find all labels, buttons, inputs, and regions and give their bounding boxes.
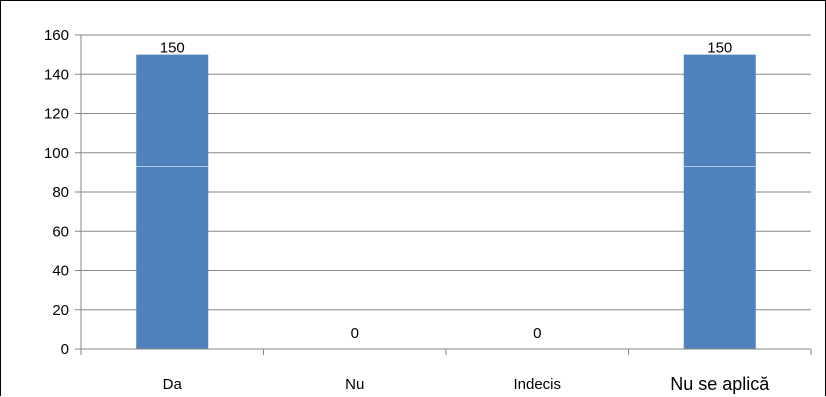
data-label: 0 bbox=[533, 325, 541, 342]
bars bbox=[136, 54, 756, 349]
x-category-label: Indecis bbox=[513, 376, 561, 393]
y-tick-label: 100 bbox=[44, 145, 69, 162]
y-tick-label: 20 bbox=[52, 302, 69, 319]
y-tick-label: 140 bbox=[44, 66, 69, 83]
y-tick-label: 60 bbox=[52, 223, 69, 240]
data-label: 0 bbox=[351, 325, 359, 342]
x-category-label: Da bbox=[163, 376, 183, 393]
bar-nu-se-aplică bbox=[683, 54, 756, 349]
y-tick-label: 0 bbox=[61, 341, 69, 358]
y-tick-label: 160 bbox=[44, 27, 69, 44]
labels: 0 20 40 60 80 100 120 140 160 Da Nu Indecis Nu se ap… bbox=[44, 27, 770, 394]
data-label: 150 bbox=[707, 40, 732, 57]
bar-da bbox=[136, 54, 209, 349]
data-label: 150 bbox=[160, 40, 185, 57]
y-tick-label: 80 bbox=[52, 184, 69, 201]
y-tick-label: 40 bbox=[52, 263, 69, 280]
x-category-label: Nu bbox=[345, 376, 364, 393]
y-tick-label: 120 bbox=[44, 106, 69, 123]
x-category-label: Nu se aplică bbox=[670, 374, 770, 394]
axes bbox=[75, 34, 812, 355]
